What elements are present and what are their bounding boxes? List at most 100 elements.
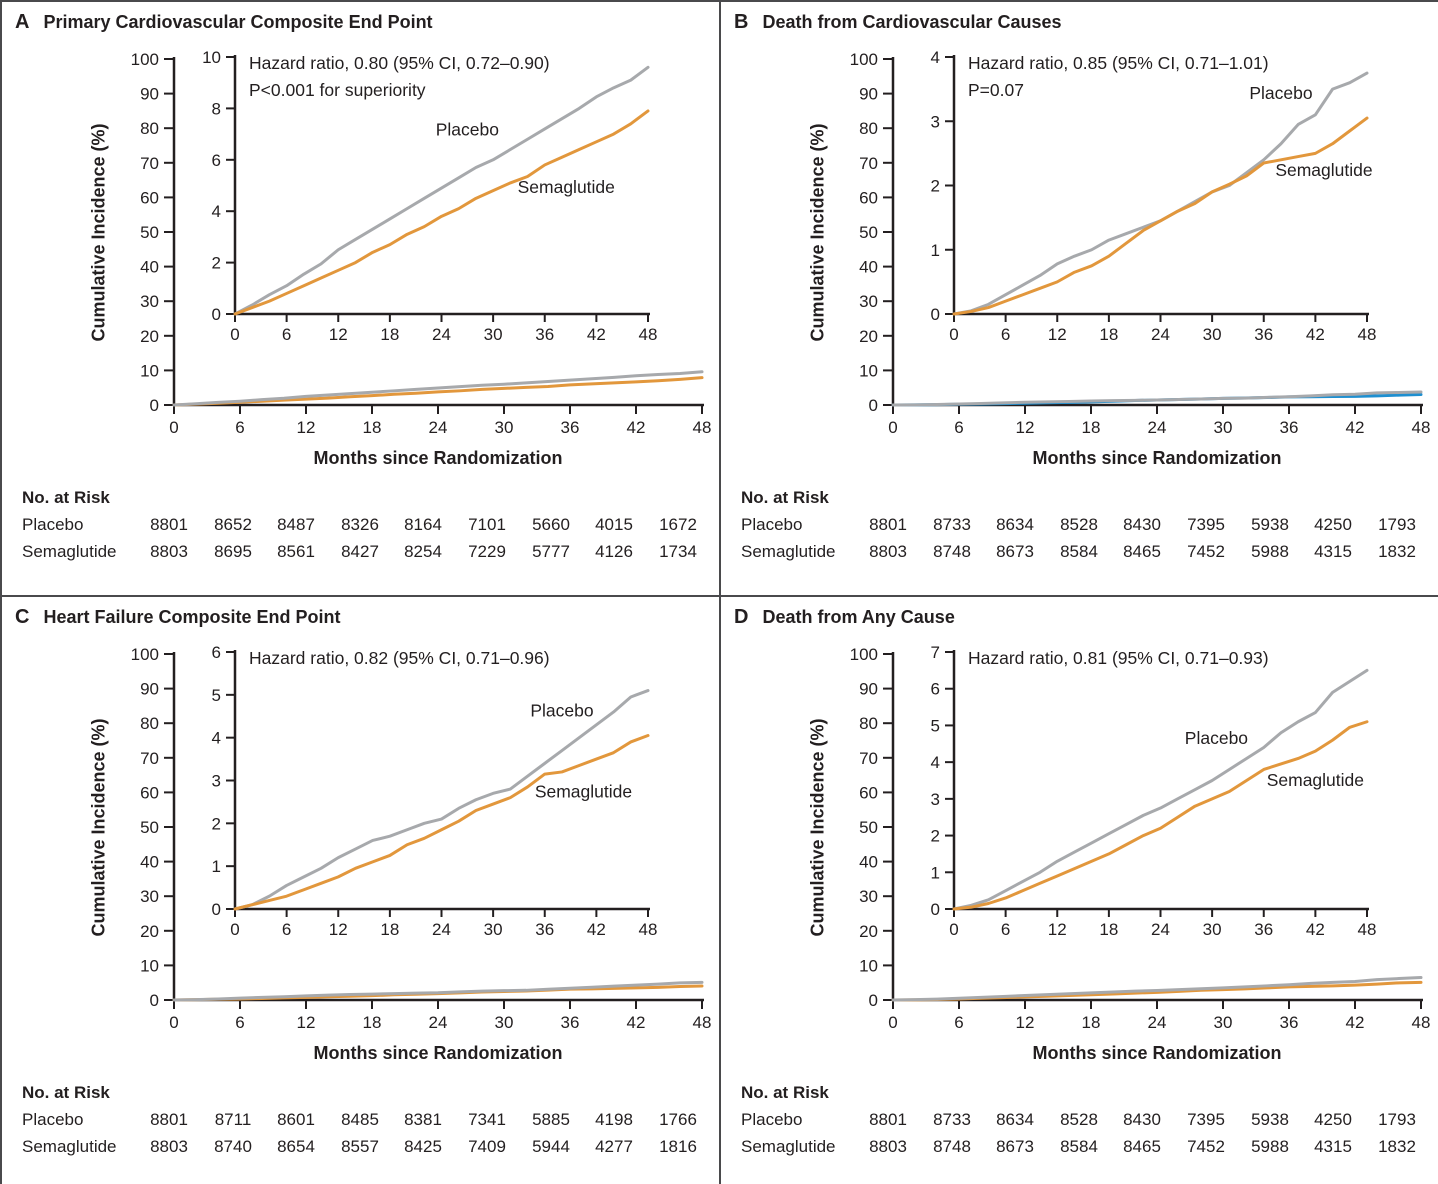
risk-table-header: No. at Risk (741, 488, 829, 507)
main-y-tick-label: 80 (140, 714, 159, 733)
risk-count: 8634 (996, 515, 1034, 534)
risk-count: 5777 (532, 542, 570, 561)
main-x-tick-label: 30 (495, 1013, 514, 1032)
main-x-tick-label: 42 (1346, 1013, 1365, 1032)
inset-x-tick-label: 36 (1254, 920, 1273, 939)
inset-y-tick-label: 0 (931, 305, 940, 324)
main-curve-placebo (172, 980, 704, 1002)
main-x-tick-label: 24 (1148, 1013, 1167, 1032)
main-y-tick-label: 0 (150, 396, 159, 415)
risk-count: 8803 (150, 1137, 188, 1156)
risk-count: 7101 (468, 515, 506, 534)
inset-x-tick-label: 42 (587, 920, 606, 939)
inset-x-tick-label: 36 (1254, 325, 1273, 344)
risk-table-header: No. at Risk (22, 488, 110, 507)
inset-y-tick-label: 2 (931, 827, 940, 846)
risk-count: 1766 (659, 1110, 697, 1129)
risk-row-label: Semaglutide (22, 542, 117, 561)
main-curve-placebo (172, 370, 704, 407)
main-y-tick-label: 70 (859, 749, 878, 768)
risk-count: 8748 (933, 542, 971, 561)
panel-title: Primary Cardiovascular Composite End Poi… (43, 12, 433, 32)
series-label-semaglutide: Semaglutide (1275, 160, 1372, 180)
series-label-placebo: Placebo (1249, 83, 1312, 103)
panel-title: Heart Failure Composite End Point (43, 607, 341, 627)
x-axis-title: Months since Randomization (1032, 448, 1282, 468)
risk-count: 5885 (532, 1110, 570, 1129)
inset-x-tick-label: 30 (1203, 325, 1222, 344)
main-x-tick-label: 12 (1016, 418, 1035, 437)
inset-curve-semaglutide (952, 116, 1369, 316)
main-y-tick-label: 40 (859, 258, 878, 277)
series-label-semaglutide: Semaglutide (518, 177, 615, 197)
risk-row-label: Placebo (741, 1110, 803, 1129)
main-y-tick-label: 80 (859, 119, 878, 138)
main-x-tick-label: 6 (235, 1013, 244, 1032)
main-y-tick-label: 20 (140, 327, 159, 346)
inset-x-tick-label: 0 (230, 920, 239, 939)
main-y-tick-label: 50 (859, 818, 878, 837)
inset-y-tick-label: 3 (931, 112, 940, 131)
risk-table-rows: Placebo 8801 8733 8634 8528 8430 7395 5938 4250 1… (721, 1110, 1438, 1164)
risk-count: 8381 (404, 1110, 442, 1129)
hazard-ratio-text: Hazard ratio, 0.81 (95% CI, 0.71–0.93) (968, 648, 1269, 668)
main-x-tick-label: 0 (888, 1013, 897, 1032)
risk-count: 7341 (468, 1110, 506, 1129)
main-y-tick-label: 20 (140, 922, 159, 941)
inset-x-tick-label: 18 (1099, 325, 1118, 344)
main-x-tick-label: 42 (627, 1013, 646, 1032)
risk-count: 8711 (214, 1110, 252, 1129)
main-x-tick-label: 30 (495, 418, 514, 437)
inset-x-tick-label: 12 (1048, 920, 1067, 939)
main-x-tick-label: 12 (297, 418, 316, 437)
main-y-tick-label: 0 (869, 991, 878, 1010)
main-y-tick-label: 100 (850, 50, 878, 69)
panel-letter: A (15, 11, 30, 33)
risk-count: 8485 (341, 1110, 379, 1129)
x-axis-title: Months since Randomization (313, 448, 563, 468)
inset-x-tick-label: 30 (1203, 920, 1222, 939)
inset-y-tick-label: 10 (202, 48, 221, 67)
risk-count: 4250 (1314, 515, 1352, 534)
risk-count: 8803 (869, 1137, 907, 1156)
inset-y-tick-label: 7 (931, 643, 940, 662)
risk-count: 5988 (1251, 542, 1289, 561)
inset-y-tick-label: 0 (212, 900, 221, 919)
risk-count: 8801 (150, 515, 188, 534)
inset-y-tick-label: 4 (931, 48, 940, 67)
main-y-tick-label: 80 (140, 119, 159, 138)
risk-count: 7452 (1187, 542, 1225, 561)
risk-count: 8803 (150, 542, 188, 561)
inset-x-tick-label: 18 (380, 325, 399, 344)
inset-y-tick-label: 2 (931, 177, 940, 196)
main-x-tick-label: 30 (1214, 418, 1233, 437)
main-y-tick-label: 10 (859, 956, 878, 975)
risk-count: 8254 (404, 542, 442, 561)
main-y-tick-label: 70 (859, 154, 878, 173)
main-x-tick-label: 24 (1148, 418, 1167, 437)
main-x-tick-label: 0 (888, 418, 897, 437)
inset-x-tick-label: 30 (484, 920, 503, 939)
risk-count: 8733 (933, 515, 971, 534)
main-x-tick-label: 48 (1412, 418, 1431, 437)
risk-table-rows: Placebo 8801 8711 8601 8485 8381 7341 5885 4198 1… (2, 1110, 719, 1164)
risk-count: 8801 (869, 515, 907, 534)
risk-count: 4015 (595, 515, 633, 534)
risk-count: 5938 (1251, 515, 1289, 534)
inset-x-tick-label: 12 (329, 920, 348, 939)
inset-x-tick-label: 48 (639, 325, 658, 344)
risk-count: 4277 (595, 1137, 633, 1156)
p-value-text: P<0.001 for superiority (249, 80, 426, 100)
series-label-semaglutide: Semaglutide (1267, 770, 1364, 790)
inset-x-tick-label: 6 (1001, 325, 1010, 344)
main-x-tick-label: 6 (954, 418, 963, 437)
x-axis-title: Months since Randomization (313, 1043, 563, 1063)
main-x-tick-label: 42 (1346, 418, 1365, 437)
plot-area-d: 0 10 20 30 40 50 60 70 80 90 100 0 6 12 18 24 30 36 42 48 0 1… (721, 597, 1438, 1067)
inset-x-tick-label: 48 (639, 920, 658, 939)
y-axis-title: Cumulative Incidence (%) (88, 718, 109, 937)
plot-area-c: 0 10 20 30 40 50 60 70 80 90 100 0 6 12 18 24 30 36 42 48 0 1… (2, 597, 719, 1067)
main-y-tick-label: 50 (140, 223, 159, 242)
main-y-tick-label: 40 (140, 258, 159, 277)
